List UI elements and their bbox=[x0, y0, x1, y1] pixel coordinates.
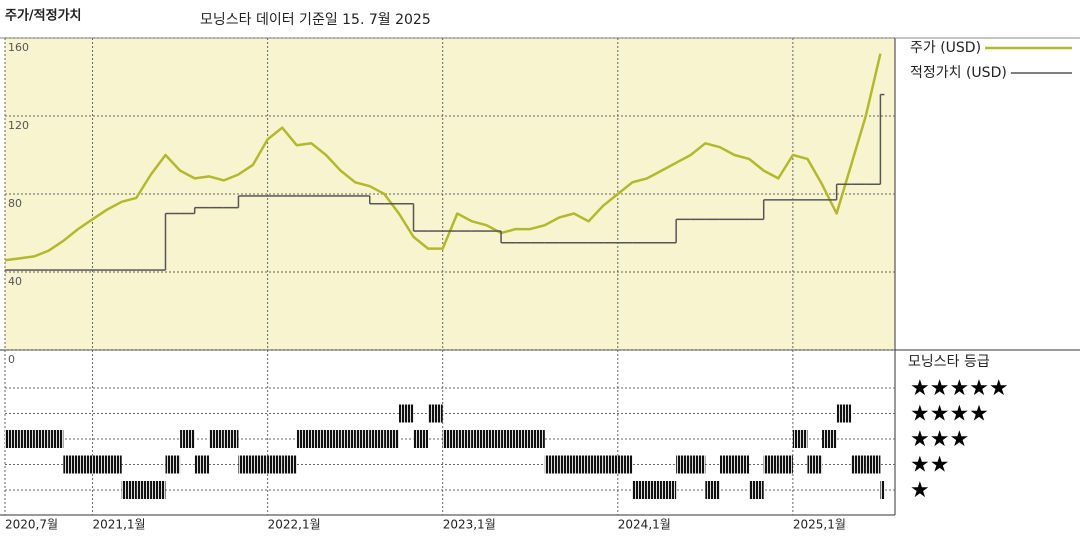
rating-bar bbox=[136, 481, 151, 499]
rating-level-label: ★★★★ bbox=[910, 402, 989, 427]
x-tick-label: 2025,1월 bbox=[793, 518, 846, 532]
rating-bar bbox=[19, 430, 35, 448]
rating-bar bbox=[778, 455, 793, 474]
rating-bar bbox=[63, 455, 78, 474]
rating-title: 모닝스타 등급 bbox=[908, 354, 990, 370]
rating-bar bbox=[325, 430, 341, 448]
rating-bar bbox=[369, 430, 385, 448]
rating-bar bbox=[223, 430, 239, 448]
rating-bar bbox=[807, 455, 823, 474]
rating-bar bbox=[355, 430, 370, 448]
rating-bar bbox=[661, 481, 677, 499]
rating-bar bbox=[501, 430, 516, 448]
x-tick-label: 2021,1월 bbox=[93, 518, 146, 532]
rating-bar bbox=[632, 481, 647, 499]
rating-bar bbox=[150, 481, 166, 499]
rating-bar bbox=[428, 404, 443, 423]
rating-bar bbox=[165, 455, 181, 474]
rating-bar bbox=[296, 430, 312, 448]
rating-bar bbox=[34, 430, 49, 448]
rating-bar bbox=[384, 430, 399, 448]
rating-bar bbox=[719, 455, 735, 474]
rating-bar bbox=[588, 455, 604, 474]
rating-bar bbox=[486, 430, 502, 448]
rating-bar bbox=[574, 455, 589, 474]
rating-bar bbox=[705, 481, 720, 499]
rating-bar bbox=[763, 455, 779, 474]
rating-bar bbox=[530, 430, 545, 448]
legend-label: 주가 (USD) bbox=[910, 40, 981, 56]
y-tick-label: 120 bbox=[8, 119, 29, 132]
rating-bar bbox=[676, 455, 691, 474]
rating-bar bbox=[822, 430, 837, 448]
rating-bar bbox=[398, 404, 414, 423]
y-tick-label: 160 bbox=[8, 41, 29, 54]
rating-bar bbox=[92, 455, 108, 474]
rating-bar bbox=[413, 430, 429, 448]
rating-level-label: ★★ bbox=[910, 453, 949, 478]
rating-bar bbox=[107, 455, 122, 474]
legend-label: 적정가치 (USD) bbox=[910, 65, 1007, 81]
rating-bar bbox=[851, 455, 866, 474]
rating-bar bbox=[5, 430, 20, 448]
rating-bar bbox=[792, 430, 808, 448]
rating-bar bbox=[544, 455, 560, 474]
rating-bar bbox=[282, 455, 297, 474]
rating-bar bbox=[836, 404, 852, 423]
rating-bar bbox=[515, 430, 531, 448]
rating-bar bbox=[559, 455, 575, 474]
rating-bar bbox=[340, 430, 356, 448]
chart-title: 주가/적정가치 bbox=[5, 8, 82, 24]
rating-bar bbox=[646, 481, 662, 499]
rating-bar bbox=[77, 455, 93, 474]
chart-subtitle: 모닝스타 데이터 기준일 15. 7월 2025 bbox=[200, 12, 431, 28]
rating-bar bbox=[311, 430, 326, 448]
rating-level-label: ★ bbox=[910, 478, 930, 503]
y-tick-label: 80 bbox=[8, 197, 22, 210]
rating-bar bbox=[121, 481, 137, 499]
rating-bar bbox=[253, 455, 268, 474]
rating-bar bbox=[442, 430, 458, 448]
rating-bar bbox=[209, 430, 224, 448]
rating-bar bbox=[180, 430, 195, 448]
rating-bar bbox=[734, 455, 750, 474]
rating-bar bbox=[267, 455, 283, 474]
x-tick-label: 2020,7월 bbox=[5, 518, 58, 532]
rating-bar bbox=[457, 430, 472, 448]
rating-bar bbox=[471, 430, 487, 448]
rating-bar bbox=[749, 481, 764, 499]
y-tick-label: 40 bbox=[8, 275, 22, 288]
rating-bar bbox=[48, 430, 64, 448]
x-tick-label: 2022,1월 bbox=[268, 518, 321, 532]
x-tick-label: 2023,1월 bbox=[443, 518, 496, 532]
rating-bar bbox=[603, 455, 618, 474]
rating-bar bbox=[194, 455, 210, 474]
rating-bar bbox=[617, 455, 633, 474]
rating-bar bbox=[238, 455, 254, 474]
x-tick-label: 2024,1월 bbox=[618, 518, 671, 532]
rating-bar bbox=[865, 455, 881, 474]
rating-bar bbox=[690, 455, 706, 474]
y-tick-label: 0 bbox=[8, 353, 15, 366]
price-line bbox=[4, 53, 882, 262]
rating-level-label: ★★★★★ bbox=[910, 376, 1009, 401]
rating-level-label: ★★★ bbox=[910, 427, 969, 452]
rating-bar bbox=[880, 481, 885, 499]
